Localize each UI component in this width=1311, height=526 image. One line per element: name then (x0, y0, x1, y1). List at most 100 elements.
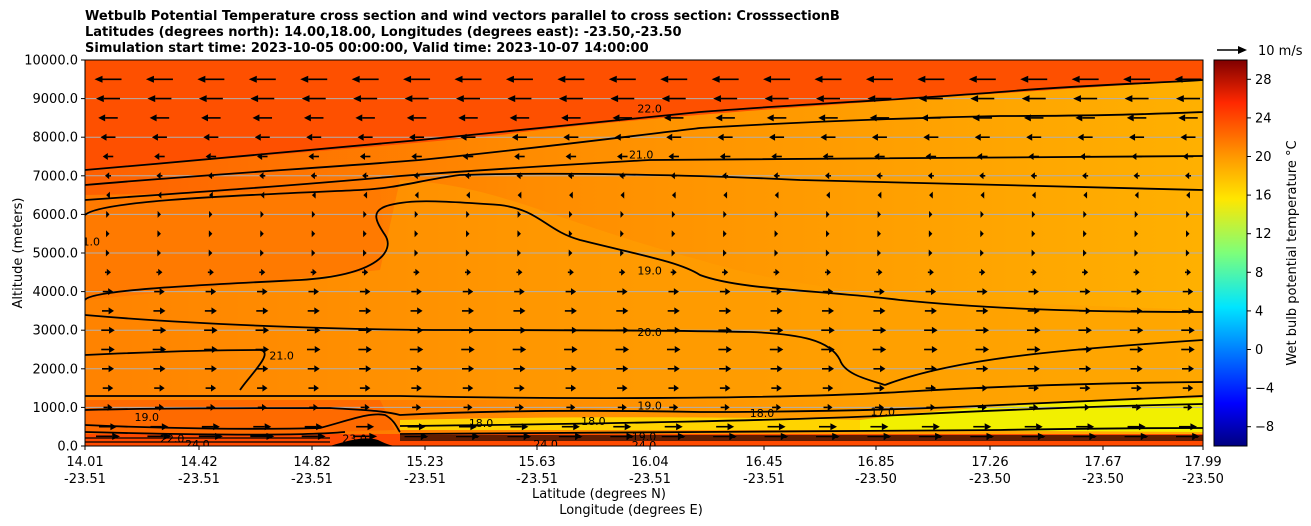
wind-vector-head (1178, 114, 1186, 122)
colorbar-gradient (1213, 59, 1248, 447)
wind-vector-head (571, 365, 577, 373)
wind-vector-head (935, 432, 943, 440)
wind-vector-head (981, 403, 987, 411)
wind-vector-head (567, 172, 573, 180)
wind-vector-head (725, 307, 732, 315)
y-tick-label: 6000.0 (33, 208, 79, 223)
wind-vector-head (367, 423, 375, 431)
wind-vector-head (364, 403, 370, 411)
wind-vector-head (726, 326, 732, 334)
wind-vector-head (105, 249, 110, 257)
wind-vector-head (472, 432, 480, 440)
wind-vector-head (777, 346, 784, 353)
wind-vector-head (1071, 75, 1080, 83)
wind-vector-head (420, 432, 429, 440)
wind-vector-head (713, 95, 721, 103)
wind-vector-head (466, 268, 471, 276)
wind-vector-head (205, 153, 211, 160)
y-axis-label: Altitude (meters) (11, 198, 26, 309)
wind-vector-head (878, 268, 883, 276)
wind-vector-head (1087, 423, 1095, 431)
wind-vector-head (764, 95, 773, 103)
wind-vector-head (517, 249, 521, 257)
colorbar-tick-label: 8 (1255, 266, 1263, 281)
wind-vector-head (1031, 249, 1036, 257)
wind-vector-head (724, 403, 730, 411)
x-tick-label-lon: -23.50 (1182, 472, 1224, 487)
wind-vector-head (306, 133, 313, 141)
wind-vector-head (1140, 432, 1149, 440)
wind-vector-head (261, 403, 267, 411)
wind-vector-head (158, 268, 163, 276)
wind-vector-head (723, 191, 728, 199)
wind-vector-head (563, 133, 570, 141)
colorbar-tick-label: 20 (1255, 150, 1272, 165)
wind-vector-head (263, 346, 270, 353)
wind-vector-head (1186, 268, 1191, 276)
wind-vector-head (355, 114, 363, 122)
contour-label: 20.0 (637, 326, 662, 339)
contour-17-low (399, 403, 1203, 427)
wind-vector-head (661, 95, 670, 103)
x-tick-label-lat: 15.63 (518, 455, 555, 470)
wind-vector-head (517, 230, 521, 238)
wind-vector-head (569, 191, 573, 199)
wind-vector-head (676, 423, 683, 431)
wind-vector-head (727, 423, 735, 431)
wind-vector-head (1037, 432, 1046, 440)
wind-vector-head (622, 384, 628, 392)
wind-vector-head (1085, 288, 1091, 296)
wind-vector-head (832, 432, 840, 440)
x-tick-label-lat: 16.85 (857, 455, 894, 470)
y-axis: 0.0 1000.0 2000.0 3000.0 4000.0 5000.0 6000.0 7… (24, 54, 85, 455)
wind-vector-head (1036, 423, 1043, 431)
colorbar-tick-label: 28 (1255, 73, 1272, 88)
wind-vector-head (826, 210, 830, 218)
x-tick-label-lon: -23.50 (969, 472, 1011, 487)
x-tick-label-lat: 17.99 (1184, 455, 1221, 470)
wind-vector-head (257, 153, 263, 160)
wind-vector-head (511, 133, 518, 141)
wind-vector-head (254, 133, 261, 141)
wind-vector-head (252, 114, 260, 122)
wind-vector-head (829, 326, 835, 334)
contour-20 (85, 172, 1203, 216)
wind-vector-head (620, 230, 624, 238)
contour-label: 19.0 (637, 264, 662, 277)
temperature-band-low-left (85, 400, 395, 440)
wind-vector-head (571, 288, 577, 296)
wind-vector-head (1083, 268, 1089, 276)
wind-vector-head (210, 403, 216, 411)
wind-vector-head (1021, 95, 1030, 103)
wind-vector-head (404, 95, 413, 103)
wind-vector-head (1033, 384, 1039, 392)
wind-vector-head (617, 153, 623, 160)
wind-vector-head (1031, 210, 1036, 218)
wind-vector-head (108, 288, 114, 296)
contour-label: 24.0 (533, 438, 558, 451)
wind-vector-head (157, 191, 162, 199)
contour-label: 22.0 (160, 432, 185, 445)
wind-vector-head (568, 249, 573, 257)
wind-vector-head (316, 423, 323, 431)
wind-vector-head (929, 210, 933, 218)
wind-vector-head (264, 423, 272, 431)
x-tick-label-lat: 14.42 (180, 455, 217, 470)
x-tick-label-lat: 14.82 (293, 455, 330, 470)
wind-vectors (94, 75, 1202, 440)
wind-vector-head (363, 210, 367, 218)
wind-vector-head (365, 365, 372, 373)
wind-vector-head (1188, 307, 1194, 315)
wind-vector-head (725, 288, 731, 296)
wind-vector-head (880, 346, 887, 353)
wind-vector-head (1020, 75, 1029, 83)
wind-vector-head (723, 210, 727, 218)
x-tick-label-lon: -23.51 (178, 472, 220, 487)
wind-vector-head (674, 346, 681, 353)
wind-vector-head (414, 249, 419, 257)
wind-vector-head (1137, 326, 1144, 334)
quiver-key-arrowhead (1238, 46, 1247, 54)
wind-vector-head (1030, 172, 1035, 180)
wind-vector-head (98, 114, 106, 122)
colorbar-tick-label: −4 (1255, 382, 1274, 397)
